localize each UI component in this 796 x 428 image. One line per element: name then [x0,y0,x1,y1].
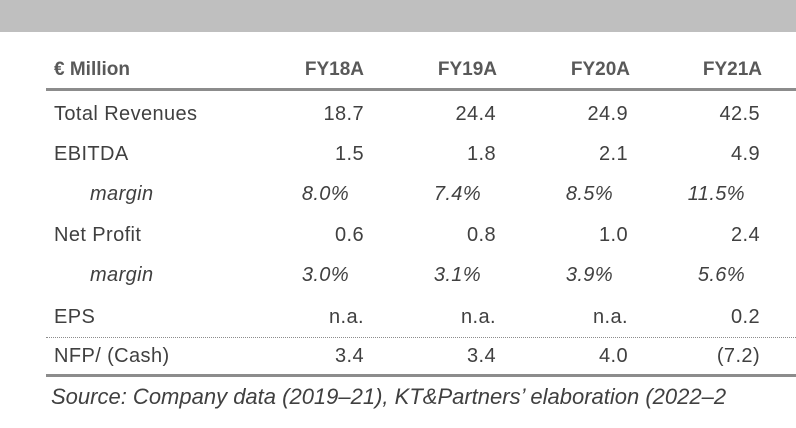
row-label: margin [90,183,154,205]
row-value: 1.0 [598,224,628,246]
row-value: 8.5% [565,183,613,205]
row-value: 3.0% [301,264,349,286]
row-value: 11.5% [687,183,745,205]
row-value: 1.8 [466,143,496,165]
row-value: 18.7 [323,103,364,125]
row-value: n.a. [329,306,364,328]
row-label: EPS [54,306,96,328]
row-value: 8.0% [301,183,349,205]
row-value: 24.9 [587,103,628,125]
row-label: Net Profit [54,224,142,246]
table-row: NFP/ (Cash) 3.4 3.4 4.0 (7.2) [46,336,796,376]
header-label: € Million [54,59,130,80]
table-header-row: € Million FY18A FY19A FY20A FY21A [46,50,796,90]
header-fy21a: FY21A [702,59,762,80]
row-value: 5.6% [697,264,745,286]
row-value: 24.4 [455,103,496,125]
table-row: Total Revenues 18.7 24.4 24.9 42.5 [46,94,796,134]
table-bottom-divider [46,374,796,377]
table-row: EBITDA 1.5 1.8 2.1 4.9 [46,134,796,174]
row-label: Total Revenues [54,103,198,125]
row-value: (7.2) [716,345,760,367]
row-value: 3.9% [565,264,613,286]
row-value: 7.4% [433,183,481,205]
row-value: 1.5 [334,143,364,165]
table-row: margin 3.0% 3.1% 3.9% 5.6% [46,255,796,295]
row-value: 2.1 [598,143,628,165]
row-value: 0.2 [730,306,760,328]
row-value: 42.5 [719,103,760,125]
header-fy19a: FY19A [437,59,497,80]
row-value: 0.6 [334,224,364,246]
row-value: 3.1% [433,264,481,286]
table-row: Net Profit 0.6 0.8 1.0 2.4 [46,215,796,255]
row-value: 0.8 [466,224,496,246]
row-value: 4.0 [598,345,628,367]
header-divider [46,88,796,91]
table-row: margin 8.0% 7.4% 8.5% 11.5% [46,174,796,214]
row-value: n.a. [593,306,628,328]
row-label: NFP/ (Cash) [54,345,170,367]
row-value: 3.4 [334,345,364,367]
table-row: EPS n.a. n.a. n.a. 0.2 [46,297,796,337]
header-fy18a: FY18A [304,59,364,80]
row-value: 2.4 [730,224,760,246]
row-divider [46,337,796,338]
header-band [0,0,796,32]
row-label: EBITDA [54,143,129,165]
row-value: n.a. [461,306,496,328]
row-label: margin [90,264,154,286]
row-value: 4.9 [730,143,760,165]
row-value: 3.4 [466,345,496,367]
header-fy20a: FY20A [570,59,630,80]
source-note: Source: Company data (2019–21), KT&Partn… [51,384,727,409]
